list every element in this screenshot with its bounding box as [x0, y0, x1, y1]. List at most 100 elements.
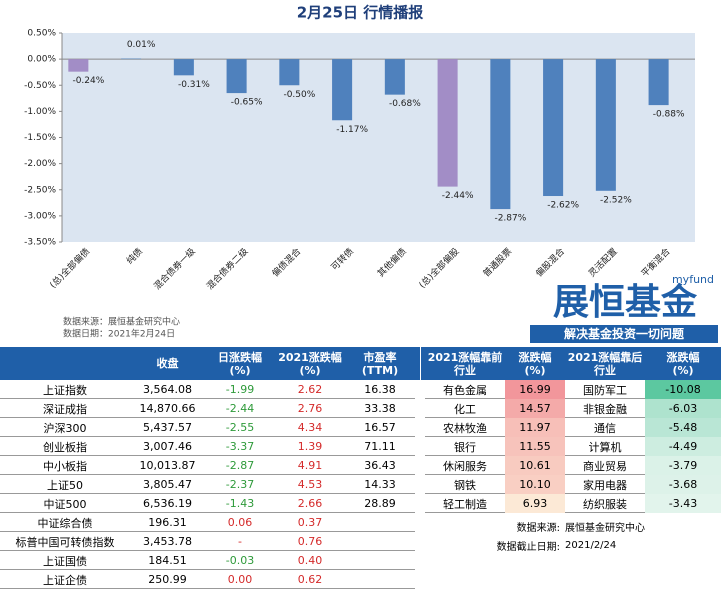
- table-cell: 化工: [454, 402, 476, 416]
- table-cell: 有色金属: [443, 383, 487, 397]
- table-cell: 轻工制造: [443, 497, 487, 511]
- value-label: 0.01%: [127, 40, 156, 50]
- bar: [437, 59, 458, 187]
- row-line: [425, 417, 721, 418]
- table-cell: 上证企债: [43, 573, 87, 587]
- value-label: -0.50%: [283, 90, 315, 100]
- x-tick-label: 可转债: [328, 245, 356, 273]
- note: 数据来源：展恒基金研究中心: [63, 316, 180, 328]
- row-line: [0, 550, 415, 551]
- table-cell: 商业贸易: [583, 459, 627, 473]
- table-cell: 0.76: [297, 535, 323, 548]
- bar: [543, 59, 564, 197]
- row-line: [0, 455, 415, 456]
- table-cell: 0.00: [227, 573, 253, 586]
- table-cell: 11.97: [505, 418, 565, 437]
- table-header: 收盘: [130, 347, 205, 380]
- header-text: (TTM): [361, 363, 399, 377]
- bar: [332, 59, 353, 121]
- header-text: 收盘: [156, 357, 179, 370]
- logo-brand: myfund: [672, 273, 714, 286]
- table-cell: -5.48: [645, 418, 721, 437]
- table-cell: 2.62: [297, 383, 323, 396]
- x-tick-label: 混合债券二级: [204, 245, 251, 292]
- table-cell: 11.55: [505, 437, 565, 456]
- table-cell: 3,007.46: [143, 440, 192, 453]
- x-tick-label: (总)全部偏债: [47, 245, 92, 290]
- bar: [490, 59, 511, 210]
- table-cell: 农林牧渔: [443, 421, 487, 435]
- row-line: [425, 398, 721, 399]
- y-tick-label: -1.00%: [24, 107, 56, 117]
- table-cell: 国防军工: [583, 383, 627, 397]
- table-cell: 上证国债: [43, 554, 87, 568]
- bar: [173, 59, 194, 76]
- row-line: [0, 512, 415, 513]
- y-tick-label: -3.50%: [24, 238, 56, 248]
- table-cell: 33.38: [364, 402, 396, 415]
- table-cell: 4.91: [297, 459, 323, 472]
- table-header-bg: [0, 347, 721, 380]
- table-cell: 14.57: [505, 399, 565, 418]
- header-text: 涨跌幅: [518, 350, 552, 364]
- footer-label: 数据来源:: [516, 523, 560, 534]
- value-label: -2.62%: [547, 201, 579, 211]
- table-cell: 中小板指: [43, 459, 87, 473]
- header-text: 日涨跌幅: [218, 350, 262, 364]
- table-cell: -3.43: [645, 494, 721, 513]
- divider: [420, 347, 421, 380]
- bar: [648, 59, 669, 106]
- table-header: 2021涨跌幅 (%): [275, 347, 345, 380]
- table-cell: 上证指数: [43, 383, 87, 397]
- table-cell: -3.37: [225, 440, 255, 453]
- table-cell: 钢铁: [454, 478, 476, 492]
- header-text: (%): [299, 363, 321, 377]
- table-cell: -4.49: [645, 437, 721, 456]
- table-cell: 中证综合债: [37, 516, 93, 530]
- value-label: -0.65%: [231, 98, 263, 108]
- table-cell: 银行: [454, 440, 476, 454]
- header-text: 涨跌幅: [666, 350, 700, 364]
- y-tick-label: -3.00%: [24, 211, 56, 221]
- row-line: [0, 436, 415, 437]
- y-tick-label: -2.50%: [24, 185, 56, 195]
- logo-name: 展恒基金: [553, 281, 698, 323]
- value-label: -2.44%: [442, 191, 474, 201]
- row-line: [425, 455, 721, 456]
- table-cell: 4.34: [297, 421, 323, 434]
- table-cell: 14.33: [364, 478, 396, 491]
- table-cell: -1.99: [225, 383, 255, 396]
- row-line: [0, 417, 415, 418]
- bar: [279, 59, 300, 86]
- table-cell: 家用电器: [583, 478, 627, 492]
- table-cell: 196.31: [148, 516, 187, 529]
- table-cell: 16.99: [505, 380, 565, 399]
- bar: [595, 59, 616, 191]
- footer-value: 2021/2/24: [565, 540, 617, 551]
- value-label: -2.52%: [600, 195, 632, 205]
- table-cell: 14,870.66: [139, 402, 196, 415]
- table-cell: -2.44: [225, 402, 255, 415]
- x-tick-label: 混合债券一级: [151, 245, 198, 292]
- table-cell: 10.61: [505, 456, 565, 475]
- x-tick-label: 灵活配置: [586, 245, 620, 279]
- footer-value: 展恒基金研究中心: [565, 523, 645, 534]
- table-cell: 3,453.78: [143, 535, 192, 548]
- table-cell: 非银金融: [583, 402, 627, 416]
- value-label: -2.87%: [494, 214, 526, 224]
- table-cell: 3,564.08: [143, 383, 192, 396]
- table-cell: 通信: [594, 421, 616, 435]
- note: 数据日期：2021年2月24日: [63, 328, 175, 340]
- header-text: 2021涨跌幅: [278, 350, 342, 364]
- table-header: 日涨跌幅 (%): [205, 347, 275, 380]
- table-cell: 0.06: [227, 516, 253, 529]
- header-text: 行业: [594, 363, 616, 377]
- table-cell: 28.89: [364, 497, 396, 510]
- bar: [384, 59, 405, 95]
- bar: [226, 59, 247, 94]
- table-cell: 创业板指: [43, 440, 87, 454]
- table-cell: -2.87: [225, 459, 255, 472]
- header-text: 2021涨幅靠前: [427, 350, 503, 364]
- logo-slogan: 解决基金投资一切问题: [530, 325, 718, 343]
